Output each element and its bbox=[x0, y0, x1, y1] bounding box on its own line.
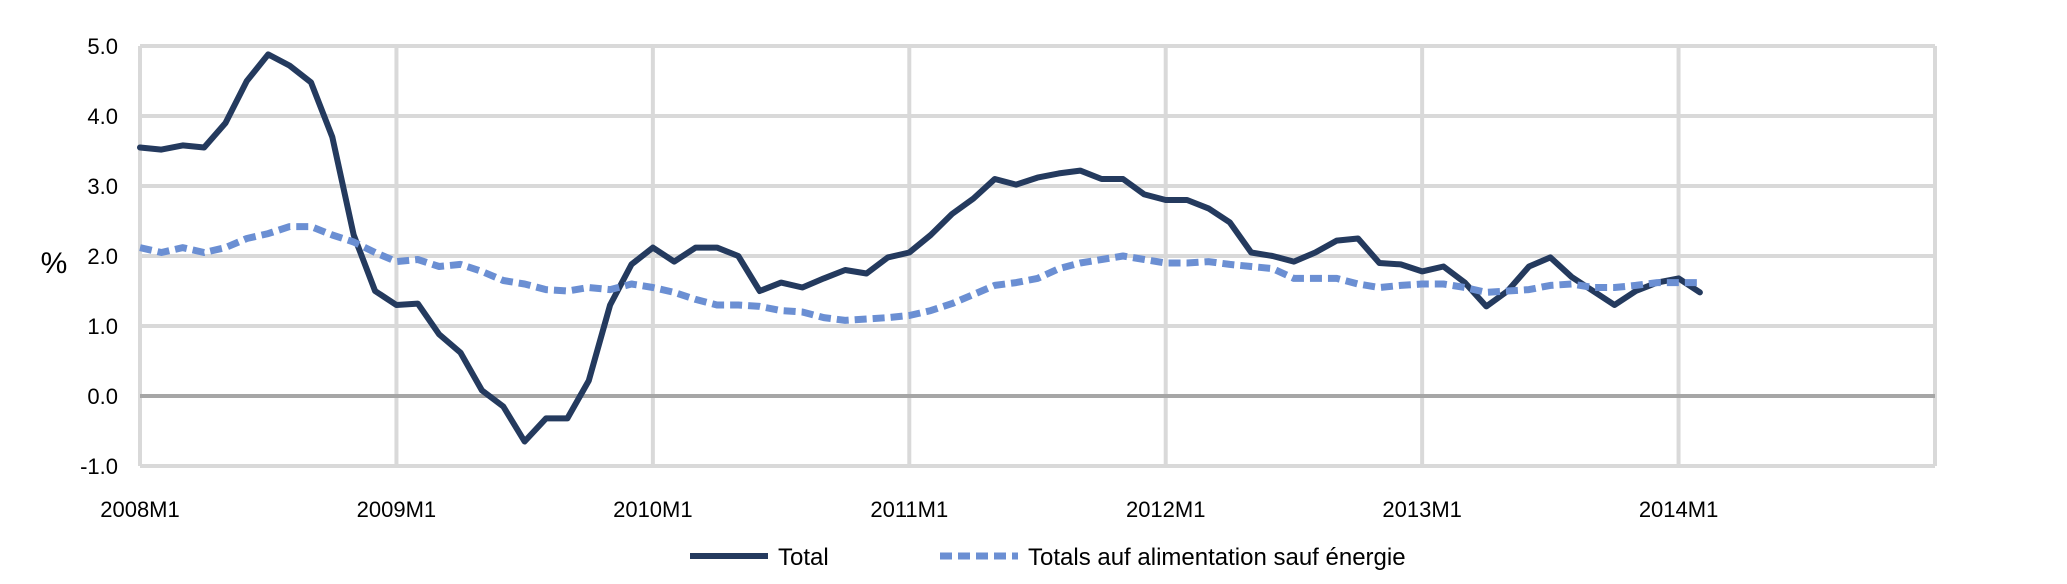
series-line-core bbox=[139, 223, 1700, 324]
x-tick-label: 2014M1 bbox=[1639, 497, 1719, 522]
gridlines bbox=[140, 44, 1935, 468]
x-axis-tick-labels: 2008M1 2009M1 2010M1 2011M1 2012M1 2013M1 2014… bbox=[100, 497, 1718, 522]
x-tick-label: 2008M1 bbox=[100, 497, 180, 522]
x-tick-label: 2011M1 bbox=[870, 497, 948, 522]
x-tick-label: 2009M1 bbox=[357, 497, 437, 522]
x-tick-label: 2013M1 bbox=[1382, 497, 1462, 522]
y-tick-label: 1.0 bbox=[87, 314, 118, 339]
y-axis-label: % bbox=[41, 247, 68, 280]
y-axis-tick-labels: -1.0 0.0 1.0 2.0 3.0 4.0 5.0 bbox=[80, 34, 118, 479]
y-tick-label: 5.0 bbox=[87, 34, 118, 59]
series-line-total bbox=[137, 51, 1703, 445]
legend-label-core: Totals auf alimentation sauf énergie bbox=[1028, 544, 1406, 571]
legend-label-total: Total bbox=[778, 544, 829, 571]
legend: Total Totals auf alimentation sauf énergi… bbox=[690, 544, 1406, 571]
y-tick-label: 4.0 bbox=[87, 104, 118, 129]
y-tick-label: 2.0 bbox=[87, 244, 118, 269]
y-tick-label: -1.0 bbox=[80, 454, 118, 479]
y-tick-label: 3.0 bbox=[87, 174, 118, 199]
y-tick-label: 0.0 bbox=[87, 384, 118, 409]
x-tick-label: 2012M1 bbox=[1126, 497, 1206, 522]
series-lines bbox=[137, 51, 1703, 445]
x-tick-label: 2010M1 bbox=[613, 497, 693, 522]
